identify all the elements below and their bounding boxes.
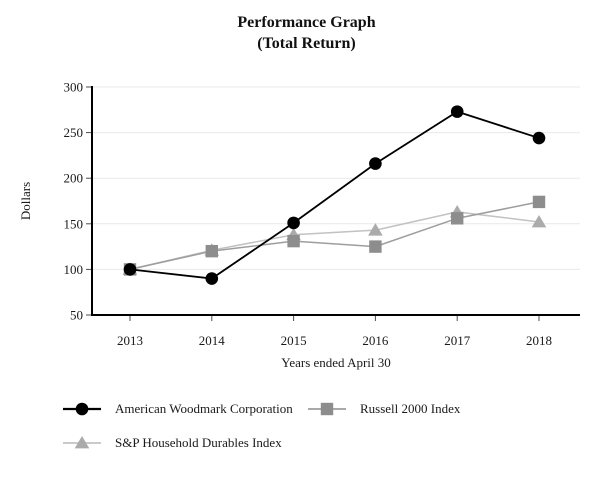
y-axis-title: Dollars [18,182,33,220]
legend-label-russell-2000: Russell 2000 Index [360,401,461,416]
legend-item-american-woodmark: American Woodmark Corporation [62,400,293,418]
series-line [129,110,540,280]
x-tick-label: 2013 [117,333,143,348]
y-tick-label: 250 [64,125,84,140]
data-point [287,216,300,230]
data-point [532,195,546,209]
x-tick-label: 2017 [444,333,471,348]
data-point [532,131,546,145]
chart-title: Performance Graph (Total Return) [0,12,613,54]
legend-label-american-woodmark: American Woodmark Corporation [115,401,293,416]
data-point [369,157,382,170]
data-point [205,272,219,285]
legend-marker [320,402,334,416]
data-point [287,234,300,248]
series-line [129,211,540,271]
y-tick-label: 200 [64,171,84,186]
data-point [205,244,218,258]
x-tick-label: 2016 [362,333,389,348]
chart-title-line1: Performance Graph [237,14,376,31]
data-point [531,214,547,228]
y-tick-label: 300 [64,80,84,95]
legend-item-sp-household-durables: S&P Household Durables Index [62,434,282,452]
x-axis-title: Years ended April 30 [281,355,391,370]
x-tick-label: 2018 [526,333,552,348]
line-chart-plot: 50 100 150 200 250 300 2013 2014 2015 2016 2017 201… [18,80,580,370]
series-line [129,201,540,271]
data-point [369,240,382,253]
chart-title-line2: (Total Return) [257,35,356,52]
y-tick-label: 50 [70,308,83,323]
legend-item-russell-2000: Russell 2000 Index [307,400,460,418]
data-point [123,263,137,276]
y-tick-label: 100 [64,262,84,277]
triangle-marker-icon [63,436,101,449]
legend-label-sp-household-durables: S&P Household Durables Index [115,435,282,450]
legend-marker [75,402,89,416]
circle-marker-icon [63,402,101,416]
y-tick-label: 150 [64,216,84,231]
data-point [451,212,464,225]
x-tick-label: 2015 [281,333,307,348]
x-tick-label: 2014 [199,333,226,348]
legend-marker [74,436,90,449]
chart-legend: American Woodmark Corporation Russell 20… [62,400,602,464]
data-point [368,223,383,236]
data-point [450,105,464,118]
square-marker-icon [308,402,346,416]
